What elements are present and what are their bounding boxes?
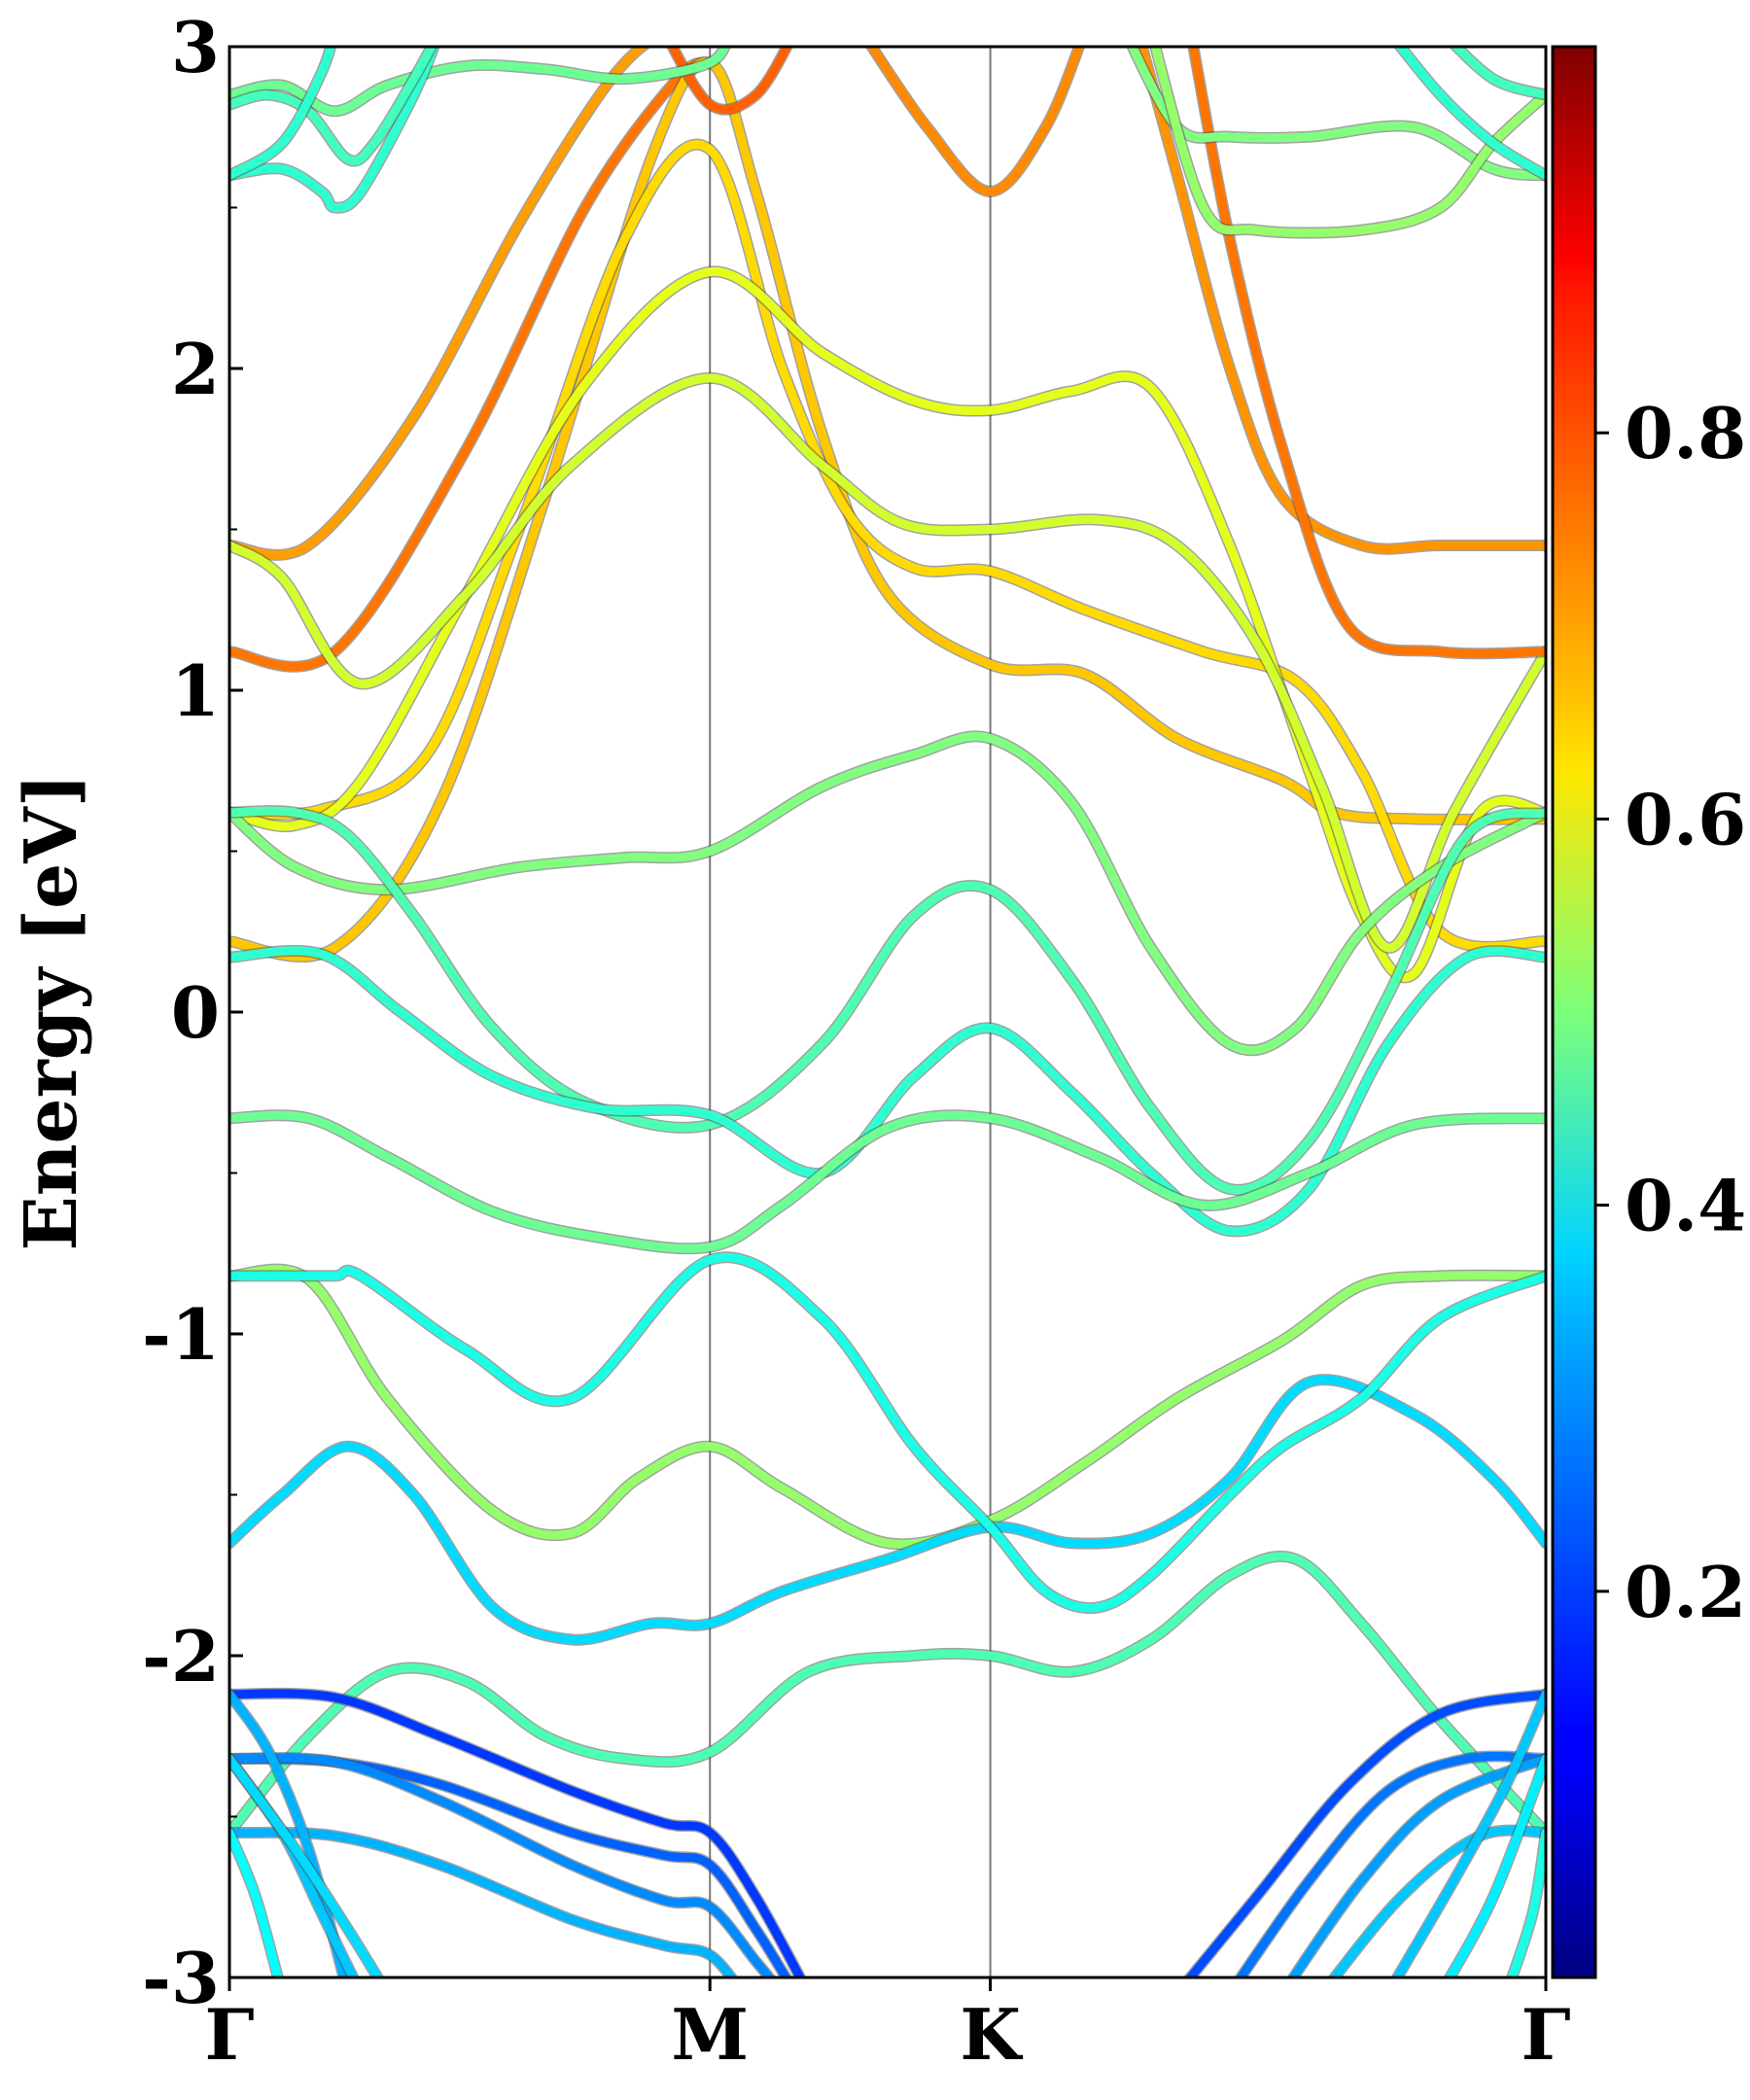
band-line-7	[229, 731, 1546, 1055]
x-tick-label: Γ	[1521, 1993, 1570, 2076]
colorbar-tick-label: 0.2	[1625, 1551, 1746, 1633]
band-line-13	[229, 1552, 1546, 1838]
band-line-28	[1445, 1754, 1546, 1978]
y-tick-label: 1	[171, 649, 220, 732]
x-tick-label: K	[960, 1993, 1023, 2076]
band-outline	[229, 47, 440, 214]
band-line-41	[1450, 47, 1546, 100]
band-line-9	[229, 946, 1546, 1236]
band-line-3	[229, 57, 1546, 962]
colorbar-ticks: 0.8 0.6 0.4 0.2	[1595, 392, 1746, 1633]
band-line-19	[1184, 1690, 1546, 1978]
band-line-25	[229, 1754, 383, 1978]
band-line-11	[229, 1265, 1546, 1549]
band-line-37	[229, 47, 335, 180]
band-line-18	[229, 1828, 737, 1978]
band-line-12	[229, 1375, 1546, 1645]
band-line-6	[229, 373, 1546, 953]
y-axis: 3 2 1 0 -1 -2 -3	[142, 6, 243, 2019]
band-line-31	[866, 47, 1084, 196]
band-line-15	[229, 1689, 806, 1978]
band-line-22	[1329, 1826, 1546, 1978]
band-outline	[229, 944, 1546, 1238]
y-tick-label: 3	[171, 6, 220, 88]
x-tick-label: M	[671, 1993, 749, 2076]
plot-frame	[228, 45, 1548, 1979]
band-line-27	[1391, 1690, 1546, 1978]
colorbar-gradient	[1551, 45, 1597, 1979]
band-lines	[229, 47, 1546, 1978]
colorbar: 0.8 0.6 0.4 0.2	[1551, 45, 1746, 1979]
band-line-4	[229, 140, 1546, 952]
band-line-8	[229, 806, 1546, 1195]
band-line-14	[229, 1252, 1546, 1613]
y-tick-label: 2	[171, 328, 220, 410]
band-line-30	[667, 47, 792, 115]
band-line-32	[1138, 47, 1546, 554]
x-tick-label: Γ	[204, 1993, 254, 2076]
band-line-33	[1188, 47, 1546, 658]
y-tick-label: -1	[142, 1293, 220, 1376]
band-line-35	[229, 47, 439, 213]
band-outline	[1448, 47, 1546, 101]
colorbar-tick-label: 0.8	[1625, 392, 1746, 474]
band-line-29	[1507, 1828, 1546, 1978]
colorbar-tick-label: 0.6	[1625, 778, 1746, 860]
band-line-36	[229, 47, 437, 166]
band-line-20	[1235, 1751, 1546, 1978]
colorbar-tick-label: 0.4	[1625, 1165, 1746, 1247]
band-line-40	[1394, 47, 1546, 180]
band-line-10	[229, 1110, 1546, 1253]
band-line-26	[229, 1828, 283, 1978]
y-tick-label: -2	[142, 1615, 220, 1698]
band-line-17	[229, 1753, 776, 1978]
y-tick-label: 0	[171, 971, 220, 1054]
band-line-21	[1287, 1754, 1546, 1978]
y-axis-label: Energy [eV]	[10, 773, 93, 1250]
y-tick-label: -3	[142, 1937, 220, 2019]
